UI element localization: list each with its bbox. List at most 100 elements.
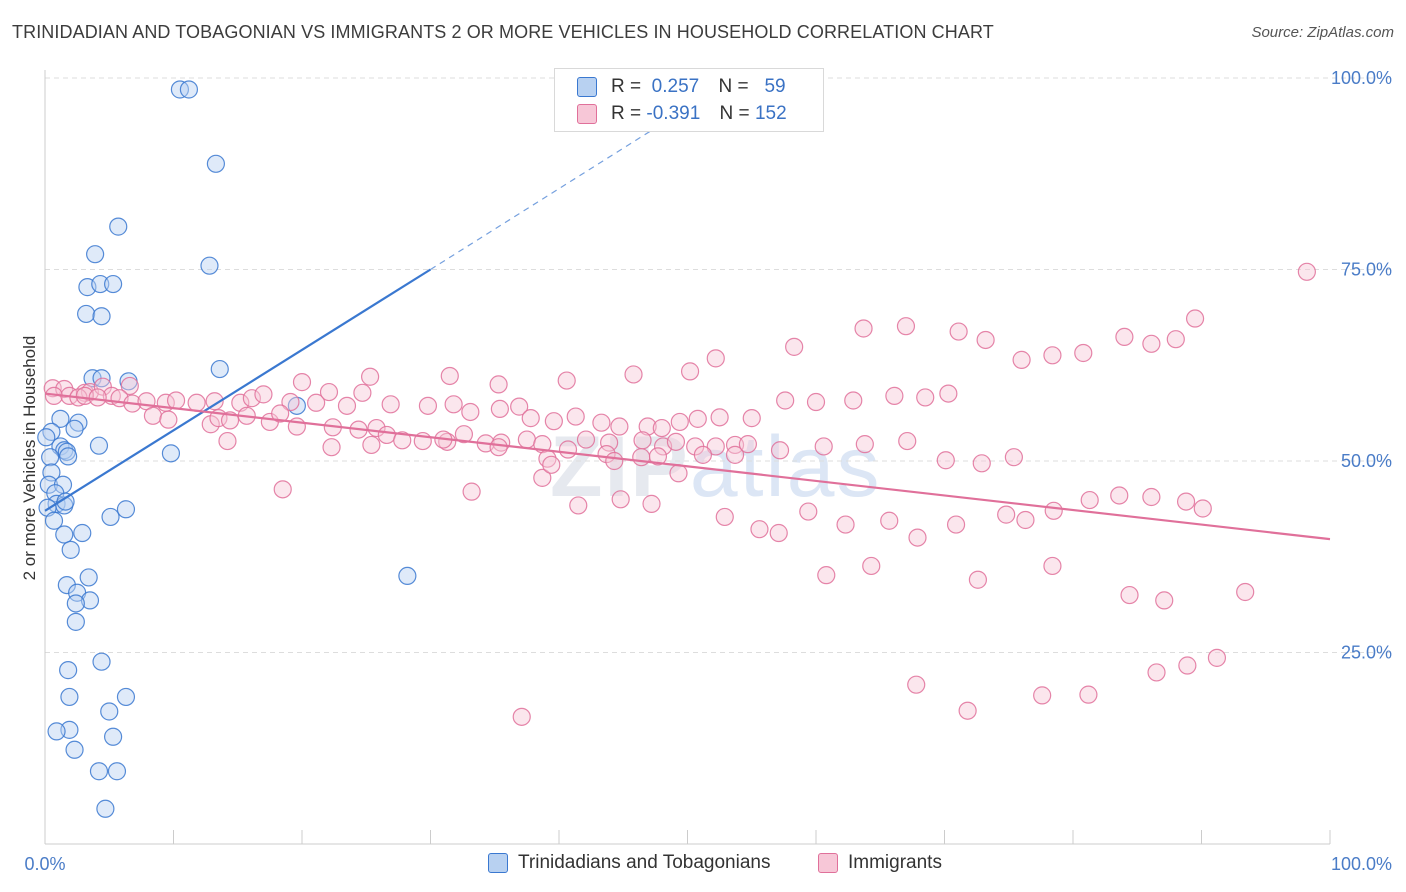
pink-point <box>898 431 917 451</box>
pink-point <box>1110 486 1129 505</box>
pink-point <box>88 388 107 407</box>
pink-point <box>885 386 904 405</box>
blue-point <box>66 594 85 613</box>
blue-point <box>44 511 64 530</box>
blue-point <box>101 507 120 527</box>
pink-point <box>381 395 400 414</box>
pink-point <box>1207 648 1227 667</box>
pink-point <box>936 451 955 470</box>
pink-point <box>693 445 713 464</box>
blue-point <box>104 274 123 294</box>
pink-point <box>444 395 463 414</box>
pink-point <box>624 365 643 384</box>
r-value: -0.391 <box>646 103 701 124</box>
pink-point <box>273 480 292 499</box>
pink-point <box>710 408 729 427</box>
pink-point <box>1178 656 1197 675</box>
blue-point <box>92 652 111 671</box>
pink-point <box>1193 499 1212 518</box>
pink-point <box>750 520 769 539</box>
blue-point <box>100 702 119 721</box>
y-tick-label: 75.0% <box>1341 260 1392 280</box>
blue-point <box>104 727 123 746</box>
pink-point <box>785 337 804 356</box>
pink-point <box>817 566 836 585</box>
pink-point <box>855 435 874 454</box>
pink-point <box>958 701 977 720</box>
pink-swatch <box>577 104 597 124</box>
pink-point <box>281 392 300 412</box>
pink-point <box>880 511 899 530</box>
blue-point <box>59 661 78 680</box>
pink-point <box>489 375 508 394</box>
r-label: R = <box>611 76 642 97</box>
blue-point <box>80 591 100 610</box>
pink-point <box>806 392 826 412</box>
pink-point <box>666 432 686 451</box>
pink-point <box>377 425 396 445</box>
blue-point <box>41 448 60 467</box>
pink-point <box>1012 350 1031 369</box>
blue-point <box>210 359 229 379</box>
pink-point <box>558 440 578 459</box>
pink-point <box>844 391 863 410</box>
blue-swatch <box>577 77 597 97</box>
pink-point <box>968 570 988 589</box>
pink-point <box>569 496 588 515</box>
pink-point <box>533 468 552 487</box>
blue-point <box>161 444 181 463</box>
pink-point <box>143 406 163 425</box>
pink-point <box>592 413 611 432</box>
blue-point <box>73 523 92 543</box>
legend-label: Trinidadians and Tobagonians <box>518 852 771 873</box>
pink-point <box>242 389 261 408</box>
pink-point <box>1016 510 1035 530</box>
blue-point <box>55 525 74 544</box>
pink-point <box>362 435 381 455</box>
watermark-atlas: atlas <box>689 419 882 515</box>
pink-point <box>632 448 651 467</box>
pink-point <box>187 393 206 412</box>
pink-point <box>1120 585 1139 605</box>
pink-point <box>1074 343 1093 363</box>
stats-row-blue: R = 0.257 N = 59 <box>577 75 786 99</box>
pink-point <box>454 425 474 444</box>
pink-point <box>544 412 563 431</box>
blue-point <box>66 612 85 631</box>
pink-point <box>1185 309 1205 328</box>
blue-swatch <box>488 853 508 873</box>
n-value: 152 <box>754 103 787 124</box>
pink-point <box>972 454 991 473</box>
pink-point <box>738 435 757 454</box>
blue-trend-line <box>44 268 432 512</box>
pink-point <box>814 437 833 456</box>
pink-point <box>1044 501 1063 520</box>
x-tick-label: 100.0% <box>1331 854 1392 874</box>
stats-row-pink: R = -0.391 N = 152 <box>577 102 787 126</box>
blue-point <box>91 274 110 294</box>
pink-point <box>337 396 357 415</box>
pink-point <box>836 515 855 534</box>
pink-point <box>1004 448 1023 467</box>
pink-point <box>557 371 576 390</box>
pink-point <box>1147 663 1166 682</box>
pink-trend-line <box>44 392 1331 541</box>
blue-point <box>89 762 109 781</box>
legend-item-immigrants[interactable]: Immigrants <box>818 852 942 874</box>
legend-item-trinidadians[interactable]: Trinidadians and Tobagonians <box>488 852 770 874</box>
blue-point <box>107 762 127 781</box>
blue-point <box>200 256 219 275</box>
legend-label: Immigrants <box>848 852 942 873</box>
series-legend: Trinidadians and Tobagonians Immigrants <box>0 852 1406 878</box>
pink-point <box>461 402 480 422</box>
pink-point <box>896 317 916 336</box>
pink-point <box>1043 556 1062 576</box>
pink-point <box>322 438 341 457</box>
pink-point <box>271 404 290 423</box>
pink-point <box>776 391 795 410</box>
r-value: 0.257 <box>651 76 700 97</box>
pink-point <box>949 322 968 341</box>
pink-point <box>862 556 881 576</box>
pink-point <box>1079 685 1098 704</box>
y-tick-label: 100.0% <box>1331 68 1392 88</box>
